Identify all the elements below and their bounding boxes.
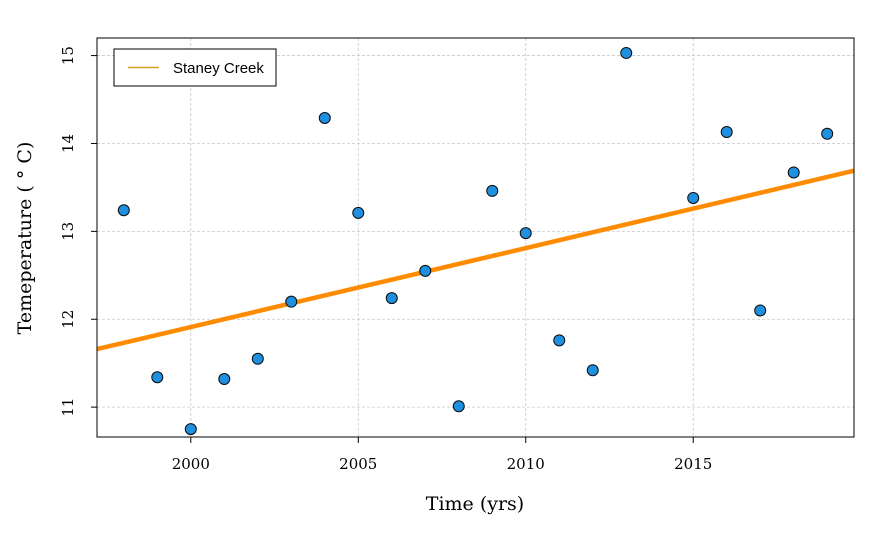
data-point (218, 372, 231, 385)
data-point (184, 423, 197, 436)
y-tick-label: 11 (59, 398, 77, 417)
legend-label: Staney Creek (173, 60, 264, 77)
legend: Staney Creek (113, 48, 277, 87)
y-axis-title: Temeperature ( ° C) (14, 142, 36, 335)
trend-lines (96, 168, 855, 352)
data-point (787, 166, 800, 179)
data-point (486, 184, 499, 197)
x-tick-label: 2005 (339, 455, 377, 473)
x-tick-label: 2000 (172, 455, 210, 473)
data-point (117, 204, 130, 217)
data-point (620, 46, 633, 59)
data-point (821, 127, 834, 140)
data-point (586, 364, 599, 377)
plot-frame (96, 37, 855, 438)
data-point (553, 334, 566, 347)
data-point (754, 304, 767, 317)
y-tick-label: 14 (59, 134, 77, 153)
y-tick-label: 13 (59, 222, 77, 241)
x-tick-label: 2010 (507, 455, 545, 473)
y-tick-label: 15 (59, 46, 77, 65)
data-point (385, 292, 398, 305)
x-tick-label: 2015 (674, 455, 712, 473)
data-points (117, 46, 834, 436)
data-point (452, 400, 465, 413)
data-point (720, 126, 733, 139)
y-tick-label: 12 (59, 310, 77, 329)
data-point (352, 206, 365, 219)
data-point (419, 264, 432, 277)
data-point (151, 371, 164, 384)
y-axis: 11 12 13 14 15 (59, 46, 97, 417)
data-point (251, 352, 264, 365)
data-point (285, 295, 298, 308)
data-point (519, 227, 532, 240)
data-point (687, 191, 700, 204)
data-point (318, 111, 331, 124)
x-axis: 2000 2005 2010 2015 (172, 437, 712, 473)
x-axis-title: Time (yrs) (426, 493, 524, 515)
trend-line (96, 168, 855, 352)
grid (97, 38, 854, 437)
